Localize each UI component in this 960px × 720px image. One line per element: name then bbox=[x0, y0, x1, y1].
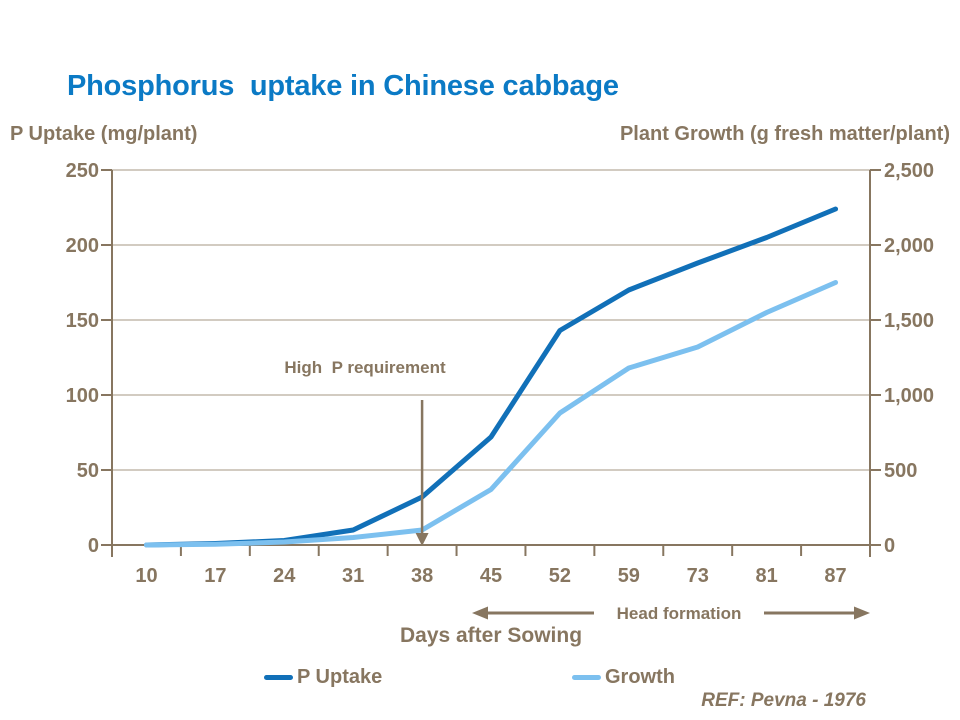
x-axis-tick-label: 87 bbox=[824, 565, 846, 587]
right-axis-tick-label: 1,500 bbox=[884, 310, 934, 332]
x-axis-tick-label: 10 bbox=[135, 565, 157, 587]
left-axis-tick-label: 200 bbox=[66, 235, 99, 257]
x-axis-tick-label: 45 bbox=[480, 565, 502, 587]
chart-title: Phosphorus uptake in Chinese cabbage bbox=[67, 70, 619, 102]
left-axis-tick-label: 100 bbox=[66, 385, 99, 407]
growth-line-swatch bbox=[572, 675, 601, 680]
reference-text: REF: Pevna - 1976 bbox=[701, 690, 866, 711]
x-axis-tick-label: 73 bbox=[687, 565, 709, 587]
left-axis-tick-label: 150 bbox=[66, 310, 99, 332]
p-uptake-line-swatch bbox=[264, 675, 293, 680]
left-axis-title: P Uptake (mg/plant) bbox=[10, 123, 198, 145]
right-axis-tick-label: 1,000 bbox=[884, 385, 934, 407]
x-axis-tick-label: 38 bbox=[411, 565, 433, 587]
legend-label-growth: Growth bbox=[605, 666, 675, 688]
left-axis-tick-label: 0 bbox=[88, 535, 99, 557]
x-axis-tick-label: 52 bbox=[549, 565, 571, 587]
x-axis-tick-label: 31 bbox=[342, 565, 364, 587]
head-formation-left-arrowhead bbox=[472, 606, 488, 620]
right-axis-title: Plant Growth (g fresh matter/plant) bbox=[619, 123, 950, 145]
head-formation-right-arrowhead bbox=[854, 606, 870, 620]
x-axis-tick-label: 17 bbox=[204, 565, 226, 587]
x-axis-tick-label: 81 bbox=[756, 565, 778, 587]
high-p-arrowhead-down bbox=[415, 533, 429, 546]
left-axis-tick-label: 250 bbox=[66, 160, 99, 182]
right-axis-tick-label: 0 bbox=[884, 535, 895, 557]
left-axis-tick-label: 50 bbox=[77, 460, 99, 482]
legend-item-p-uptake: P Uptake bbox=[264, 666, 382, 689]
x-axis-tick-label: 24 bbox=[273, 565, 296, 587]
x-axis-tick-label: 59 bbox=[618, 565, 640, 587]
head-formation-annotation: Head formation bbox=[616, 604, 742, 623]
right-axis-tick-label: 2,000 bbox=[884, 235, 934, 257]
high-p-requirement-annotation: High P requirement bbox=[284, 358, 446, 377]
series-line-growth bbox=[143, 280, 839, 548]
legend-label-p-uptake: P Uptake bbox=[297, 666, 383, 688]
right-axis-tick-label: 2,500 bbox=[884, 160, 934, 182]
right-axis-tick-label: 500 bbox=[884, 460, 917, 482]
legend-item-growth: Growth bbox=[572, 666, 675, 689]
x-axis-title: Days after Sowing bbox=[399, 624, 583, 647]
